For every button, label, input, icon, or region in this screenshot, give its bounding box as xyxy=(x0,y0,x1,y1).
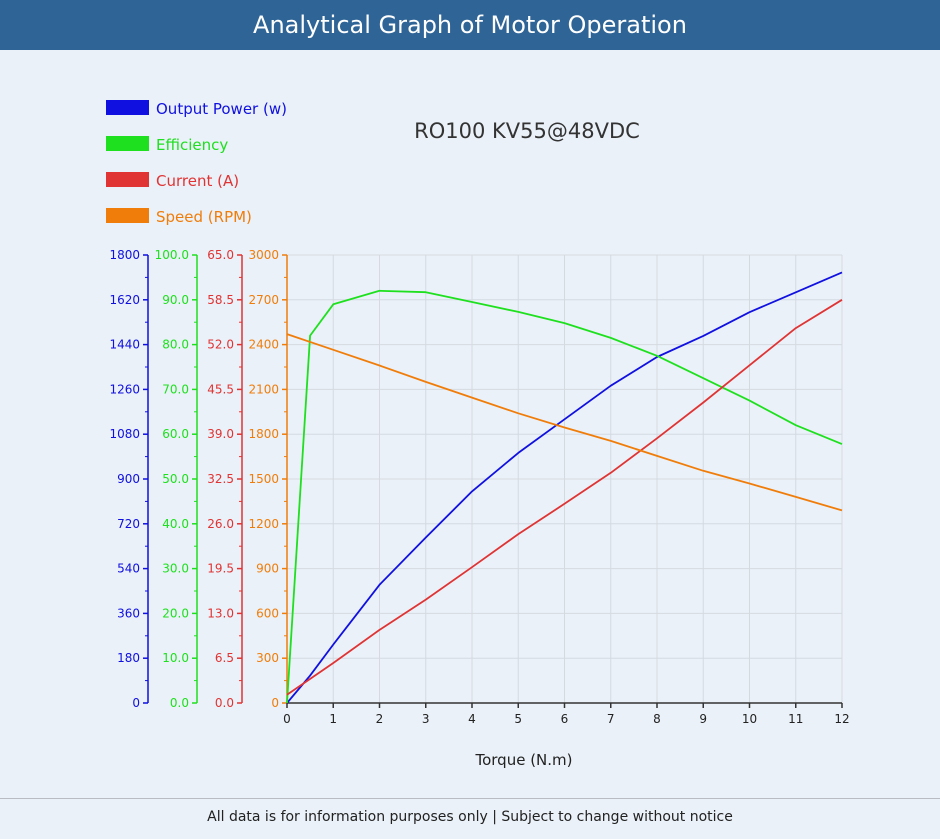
y-tick-label: 10.0 xyxy=(162,651,189,665)
x-tick-label: 8 xyxy=(653,712,661,726)
y-tick-label: 32.5 xyxy=(207,472,234,486)
legend-label: Current (A) xyxy=(156,172,239,190)
legend-item-efficiency: Efficiency xyxy=(106,136,228,154)
y-tick-label: 58.5 xyxy=(207,293,234,307)
x-tick-label: 2 xyxy=(376,712,384,726)
y-tick-label: 540 xyxy=(117,562,140,576)
series-line-speed xyxy=(286,333,843,512)
legend-swatch xyxy=(106,136,149,151)
x-tick-label: 6 xyxy=(561,712,569,726)
y-tick-label: 19.5 xyxy=(207,562,234,576)
y-tick-label: 80.0 xyxy=(162,338,189,352)
y-tick-label: 26.0 xyxy=(207,517,234,531)
y-tick-label: 360 xyxy=(117,606,140,620)
motor-operation-chart: 0180360540720900108012601440162018000.01… xyxy=(106,100,850,769)
y-tick-label: 1440 xyxy=(109,338,140,352)
legend-label: Efficiency xyxy=(156,136,228,154)
y-tick-label: 1620 xyxy=(109,293,140,307)
y-tick-label: 50.0 xyxy=(162,472,189,486)
footer-note: All data is for information purposes onl… xyxy=(207,809,733,825)
x-tick-label: 7 xyxy=(607,712,615,726)
x-tick-label: 4 xyxy=(468,712,476,726)
y-tick-label: 180 xyxy=(117,651,140,665)
y-tick-label: 1500 xyxy=(248,472,279,486)
x-tick-label: 0 xyxy=(283,712,291,726)
y-axis-power: 0 180 360 540 720 900 1080 1260 1440 1620 1800 xyxy=(109,248,149,710)
y-tick-label: 3000 xyxy=(248,248,279,262)
y-tick-label: 100.0 xyxy=(155,248,189,262)
legend-item-current: Current (A) xyxy=(106,172,239,190)
page-title: Analytical Graph of Motor Operation xyxy=(253,11,687,39)
y-tick-label: 2100 xyxy=(248,382,279,396)
x-tick-label: 9 xyxy=(699,712,707,726)
y-tick-label: 0 xyxy=(271,696,279,710)
y-tick-label: 30.0 xyxy=(162,562,189,576)
chart-title: RO100 KV55@48VDC xyxy=(414,119,640,143)
y-tick-label: 20.0 xyxy=(162,606,189,620)
y-tick-label: 40.0 xyxy=(162,517,189,531)
legend-item-speed: Speed (RPM) xyxy=(106,208,252,226)
x-tick-label: 1 xyxy=(329,712,337,726)
y-tick-label: 2700 xyxy=(248,293,279,307)
x-tick-label: 12 xyxy=(834,712,849,726)
x-axis: 0 1 2 3 4 5 6 7 8 9 10 11 12 xyxy=(283,702,850,726)
footer: All data is for information purposes onl… xyxy=(0,800,940,834)
series-lines xyxy=(286,271,843,704)
x-tick-label: 11 xyxy=(788,712,803,726)
legend-swatch xyxy=(106,172,149,187)
y-tick-label: 0.0 xyxy=(215,696,234,710)
y-tick-label: 1200 xyxy=(248,517,279,531)
legend-item-power: Output Power (w) xyxy=(106,100,287,118)
y-axis-speed: 0 300 600 900 1200 1500 1800 2100 2400 2700 3000 xyxy=(248,248,288,710)
y-tick-label: 39.0 xyxy=(207,427,234,441)
y-tick-label: 60.0 xyxy=(162,427,189,441)
series-line-current xyxy=(286,299,843,696)
y-tick-label: 600 xyxy=(256,606,279,620)
y-tick-label: 45.5 xyxy=(207,382,234,396)
y-tick-label: 52.0 xyxy=(207,338,234,352)
y-tick-label: 0.0 xyxy=(170,696,189,710)
y-axes: 0 180 360 540 720 900 1080 1260 1440 1620 1800 0.0 1… xyxy=(109,248,288,710)
x-tick-label: 10 xyxy=(742,712,757,726)
y-tick-label: 1800 xyxy=(248,427,279,441)
y-axis-efficiency: 0.0 10.0 20.0 30.0 40.0 50.0 60.0 70.0 80.0 90.0 1… xyxy=(155,248,198,710)
y-tick-label: 300 xyxy=(256,651,279,665)
x-tick-label: 5 xyxy=(514,712,522,726)
x-axis-label: Torque (N.m) xyxy=(474,751,572,769)
y-tick-label: 720 xyxy=(117,517,140,531)
y-tick-label: 1800 xyxy=(109,248,140,262)
y-tick-label: 900 xyxy=(117,472,140,486)
page-header: Analytical Graph of Motor Operation xyxy=(0,0,940,50)
y-axis-current: 0.0 6.5 13.0 19.5 26.0 32.5 39.0 45.5 52.0 58.5 65… xyxy=(207,248,243,710)
y-tick-label: 65.0 xyxy=(207,248,234,262)
y-tick-label: 13.0 xyxy=(207,606,234,620)
y-tick-label: 1080 xyxy=(109,427,140,441)
legend-swatch xyxy=(106,100,149,115)
legend-label: Speed (RPM) xyxy=(156,208,252,226)
x-tick-label: 3 xyxy=(422,712,430,726)
legend-label: Output Power (w) xyxy=(156,100,287,118)
y-tick-label: 0 xyxy=(132,696,140,710)
legend-swatch xyxy=(106,208,149,223)
series-line-efficiency xyxy=(286,289,843,704)
y-tick-label: 2400 xyxy=(248,338,279,352)
series-line-power xyxy=(286,271,843,704)
y-tick-label: 900 xyxy=(256,562,279,576)
y-tick-label: 70.0 xyxy=(162,382,189,396)
y-tick-label: 1260 xyxy=(109,382,140,396)
grid-lines xyxy=(287,254,843,703)
legend: Output Power (w) Efficiency Current (A) Spe… xyxy=(106,100,287,226)
y-tick-label: 6.5 xyxy=(215,651,234,665)
y-tick-label: 90.0 xyxy=(162,293,189,307)
footer-divider xyxy=(0,798,940,799)
